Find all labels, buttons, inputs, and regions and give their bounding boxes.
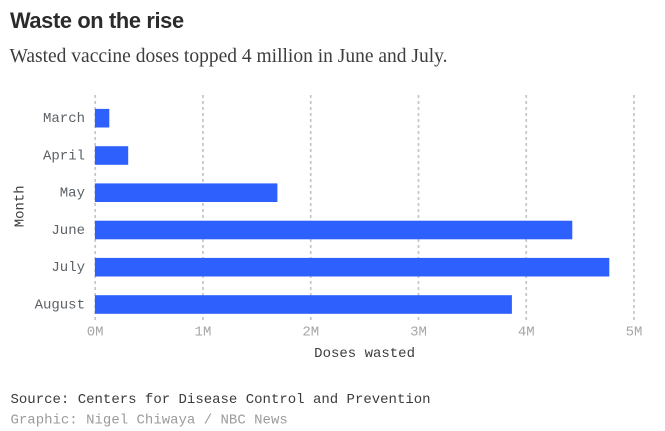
svg-text:5M: 5M [626,325,643,341]
svg-text:August: August [35,297,85,313]
svg-text:Doses wasted: Doses wasted [314,346,415,362]
svg-text:2M: 2M [302,325,319,341]
svg-text:April: April [43,148,85,164]
svg-text:March: March [43,111,85,127]
svg-text:0M: 0M [87,325,104,341]
svg-text:July: July [51,260,85,276]
svg-text:1M: 1M [195,325,212,341]
svg-text:June: June [51,223,85,239]
svg-text:Month: Month [13,185,29,227]
svg-text:4M: 4M [518,325,535,341]
svg-text:May: May [60,186,85,202]
svg-text:3M: 3M [410,325,427,341]
svg-text:Source: Centers for Disease Co: Source: Centers for Disease Control and … [11,392,431,408]
svg-text:Graphic: Nigel Chiwaya / NBC N: Graphic: Nigel Chiwaya / NBC News [11,412,288,428]
